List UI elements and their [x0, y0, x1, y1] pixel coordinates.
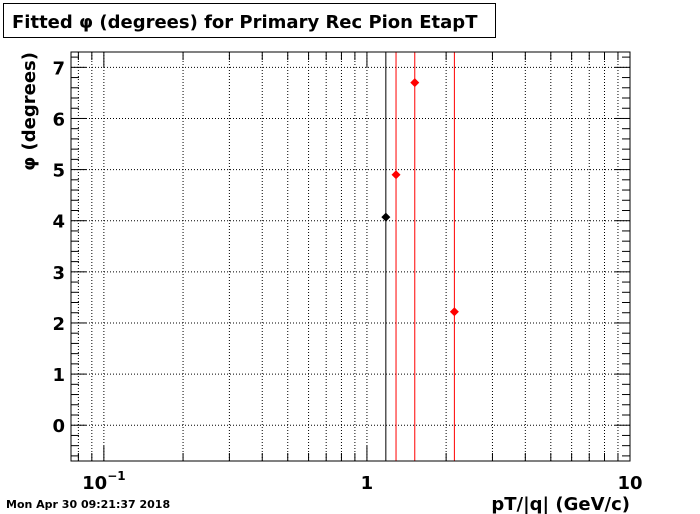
x-tick-label: 10−1 — [82, 469, 125, 494]
chart-title: Fitted φ (degrees) for Primary Rec Pion … — [12, 12, 478, 33]
y-tick-label: 5 — [52, 161, 65, 182]
y-tick-label: 1 — [52, 365, 65, 386]
tick-labels: 0 1 2 3 4 5 6 7 10−1 1 10 — [52, 58, 642, 494]
y-axis-title: φ (degrees) — [19, 52, 40, 171]
y-tick-label: 7 — [52, 58, 65, 79]
data-points — [381, 78, 459, 317]
footer-timestamp: Mon Apr 30 09:21:37 2018 — [6, 498, 171, 511]
y-tick-label: 2 — [52, 314, 65, 335]
data-point — [410, 78, 420, 88]
y-tick-label: 0 — [52, 416, 65, 437]
axis-ticks — [71, 52, 631, 461]
y-tick-label: 4 — [52, 212, 65, 233]
plot-frame — [70, 51, 631, 462]
y-tick-label: 6 — [52, 109, 65, 130]
y-tick-label: 3 — [52, 263, 65, 284]
x-axis-title: pT/|q| (GeV/c) — [491, 494, 630, 514]
data-point — [449, 307, 459, 317]
title-box: Fitted φ (degrees) for Primary Rec Pion … — [3, 3, 496, 38]
vertical-lines — [385, 52, 455, 461]
data-point — [391, 170, 401, 180]
grid — [71, 52, 631, 461]
data-point — [381, 212, 391, 222]
x-tick-label: 1 — [361, 473, 374, 494]
x-tick-label: 10 — [617, 473, 642, 494]
